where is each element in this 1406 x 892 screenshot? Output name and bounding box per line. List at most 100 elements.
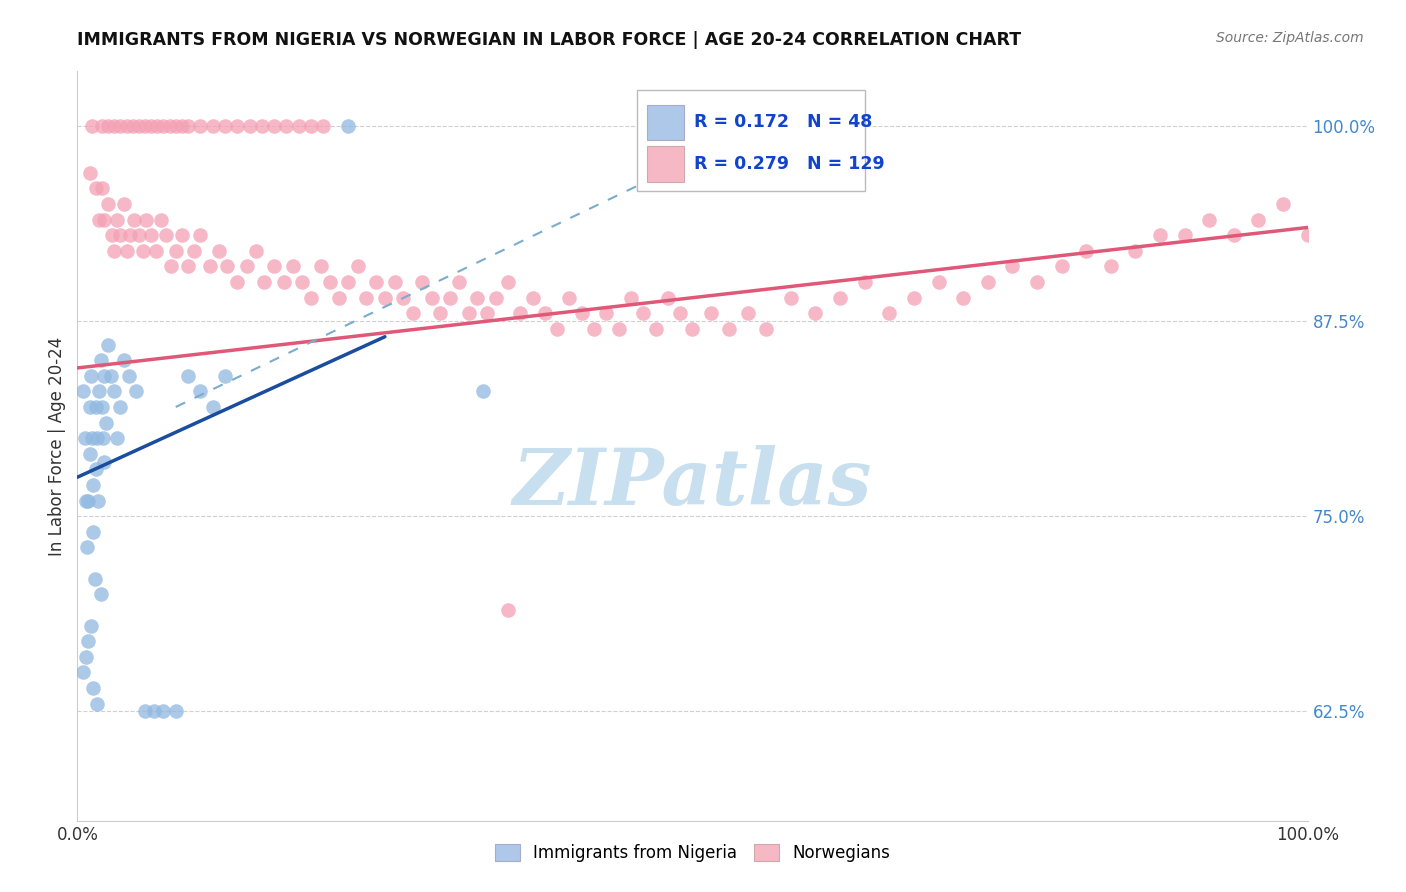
Legend: Immigrants from Nigeria, Norwegians: Immigrants from Nigeria, Norwegians	[488, 837, 897, 869]
Point	[177, 260, 200, 274]
Point	[77, 634, 100, 648]
Point	[110, 400, 132, 414]
Point	[366, 275, 388, 289]
Point	[87, 493, 110, 508]
Point	[1001, 260, 1024, 274]
Point	[141, 119, 163, 133]
Point	[200, 260, 222, 274]
Point	[112, 197, 135, 211]
Point	[83, 572, 105, 586]
Point	[571, 306, 593, 320]
Point	[374, 291, 396, 305]
Point	[160, 260, 183, 274]
Point	[853, 275, 876, 289]
Point	[475, 306, 498, 320]
Point	[165, 244, 187, 258]
Point	[644, 322, 666, 336]
Point	[952, 291, 974, 305]
Point	[75, 649, 97, 664]
Point	[93, 368, 115, 383]
Point	[177, 119, 200, 133]
Point	[633, 306, 655, 320]
Point	[82, 681, 104, 695]
Point	[84, 462, 107, 476]
Point	[1076, 244, 1098, 258]
Point	[165, 705, 187, 719]
Point	[141, 228, 163, 243]
Point	[201, 119, 224, 133]
Point	[188, 119, 212, 133]
Point	[73, 431, 96, 445]
Point	[1223, 228, 1246, 243]
Point	[188, 384, 212, 399]
Point	[447, 275, 470, 289]
Point	[558, 291, 581, 305]
Point	[309, 260, 332, 274]
Point	[1247, 212, 1270, 227]
Point	[82, 431, 104, 445]
Point	[392, 291, 415, 305]
Point	[103, 244, 125, 258]
Point	[82, 524, 104, 539]
Point	[110, 119, 132, 133]
Point	[93, 454, 115, 468]
Point	[135, 212, 157, 227]
Point	[509, 306, 531, 320]
Point	[155, 228, 177, 243]
Point	[804, 306, 827, 320]
Point	[79, 166, 101, 180]
Point	[134, 705, 156, 719]
Point	[1149, 228, 1171, 243]
Point	[122, 212, 145, 227]
Point	[159, 119, 181, 133]
Point	[97, 119, 120, 133]
Point	[115, 119, 138, 133]
Point	[780, 291, 803, 305]
Point	[755, 322, 778, 336]
Point	[125, 384, 148, 399]
Point	[236, 260, 259, 274]
Point	[214, 368, 236, 383]
Point	[288, 119, 311, 133]
Point	[496, 603, 519, 617]
Point	[546, 322, 568, 336]
Point	[337, 119, 360, 133]
Point	[89, 212, 111, 227]
Point	[830, 291, 852, 305]
Point	[263, 119, 285, 133]
Point	[718, 322, 741, 336]
Point	[90, 353, 112, 368]
Point	[208, 244, 231, 258]
Point	[146, 119, 169, 133]
Point	[439, 291, 461, 305]
Text: R = 0.279   N = 129: R = 0.279 N = 129	[693, 154, 884, 172]
Point	[150, 212, 173, 227]
Point	[737, 306, 759, 320]
Point	[94, 416, 117, 430]
Point	[128, 119, 150, 133]
Point	[263, 260, 285, 274]
Point	[245, 244, 267, 258]
Point	[103, 384, 125, 399]
Point	[253, 275, 276, 289]
Point	[226, 119, 249, 133]
Point	[217, 260, 239, 274]
Point	[76, 541, 98, 555]
Point	[299, 119, 322, 133]
Point	[318, 275, 340, 289]
Point	[534, 306, 557, 320]
Point	[1026, 275, 1049, 289]
Point	[82, 119, 104, 133]
Point	[669, 306, 692, 320]
Point	[75, 493, 97, 508]
Point	[485, 291, 508, 305]
Point	[79, 400, 101, 414]
Point	[84, 400, 107, 414]
Point	[79, 447, 101, 461]
Point	[93, 212, 115, 227]
Text: IMMIGRANTS FROM NIGERIA VS NORWEGIAN IN LABOR FORCE | AGE 20-24 CORRELATION CHAR: IMMIGRANTS FROM NIGERIA VS NORWEGIAN IN …	[77, 31, 1021, 49]
Point	[118, 368, 141, 383]
Point	[273, 275, 295, 289]
FancyBboxPatch shape	[637, 90, 865, 191]
Point	[239, 119, 262, 133]
